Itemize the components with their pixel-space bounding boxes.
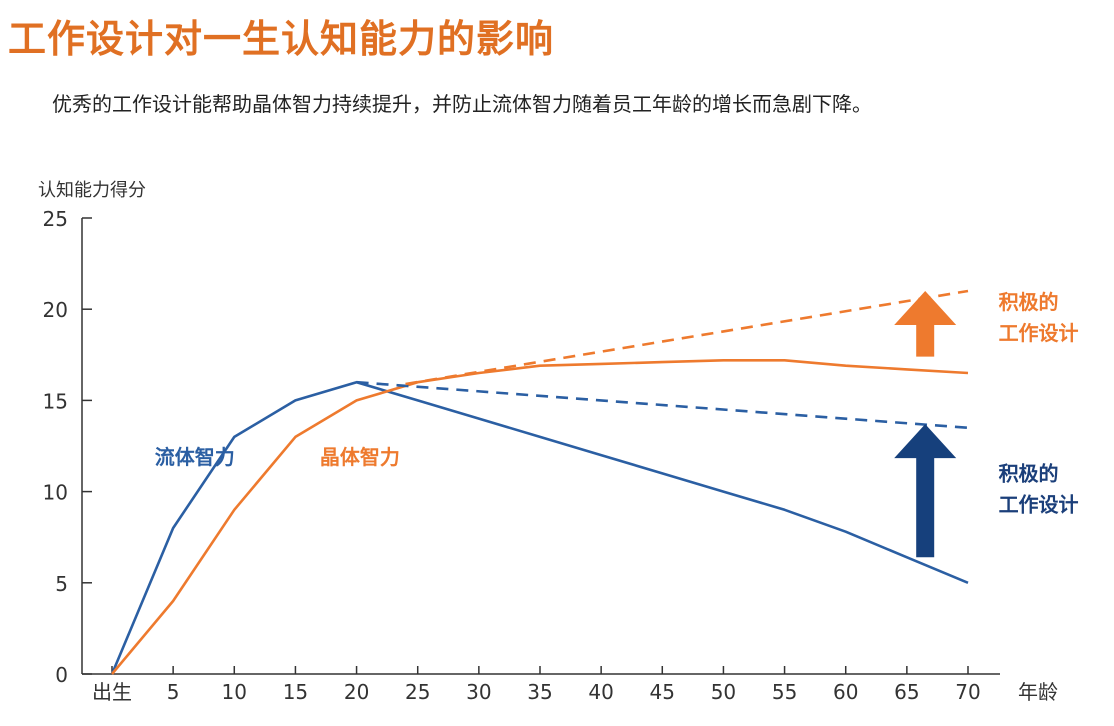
y-tick-label: 0 [55,663,68,687]
up-arrow [894,291,957,357]
x-tick-label: 10 [222,680,247,704]
y-tick-label: 25 [43,207,68,231]
label-line: 工作设计 [999,321,1079,345]
x-tick-label: 65 [894,680,919,704]
label-line: 工作设计 [999,493,1079,517]
x-tick-label: 25 [405,680,430,704]
x-tick-label: 出生 [92,680,132,704]
x-tick-label: 45 [650,680,675,704]
projection-line [356,380,969,430]
series-label: 晶体智力 [320,445,400,469]
series-lines [110,289,969,675]
x-tick-label: 5 [167,680,180,704]
y-tick-label: 20 [43,298,68,322]
x-tick-label: 55 [772,680,797,704]
y-tick-label: 5 [55,572,68,596]
axes [81,217,1000,675]
x-axis-title: 年龄 [1018,680,1058,704]
x-tick-label: 35 [527,680,552,704]
series-line [110,380,969,675]
up-arrow [894,424,957,558]
annotation-arrows [894,291,957,558]
tick-labels: 0 5 10 15 20 25 出生 5 10 15 20 25 30 35 40 45 50 55 60 65 70 [43,207,981,704]
projection-line [405,289,969,386]
x-tick-label: 70 [955,680,980,704]
x-tick-label: 15 [283,680,308,704]
x-tick-label: 20 [344,680,369,704]
y-tick-label: 10 [43,481,68,505]
label-line: 积极的 [999,462,1059,486]
x-tick-label: 50 [711,680,736,704]
page-title: 工作设计对一生认知能力的影响 [8,17,555,61]
label-line: 积极的 [999,290,1059,314]
x-tick-label: 40 [588,680,613,704]
series-label: 积极的工作设计 [999,462,1079,517]
series-line [111,358,969,675]
y-tick-label: 15 [43,389,68,413]
series-label: 流体智力 [155,445,235,469]
x-tick-label: 60 [833,680,858,704]
x-tick-label: 30 [466,680,491,704]
y-axis-title: 认知能力得分 [38,180,146,201]
page-subtitle: 优秀的工作设计能帮助晶体智力持续提升，并防止流体智力随着员工年龄的增长而急剧下降… [52,92,872,116]
series-label: 积极的工作设计 [999,290,1079,345]
